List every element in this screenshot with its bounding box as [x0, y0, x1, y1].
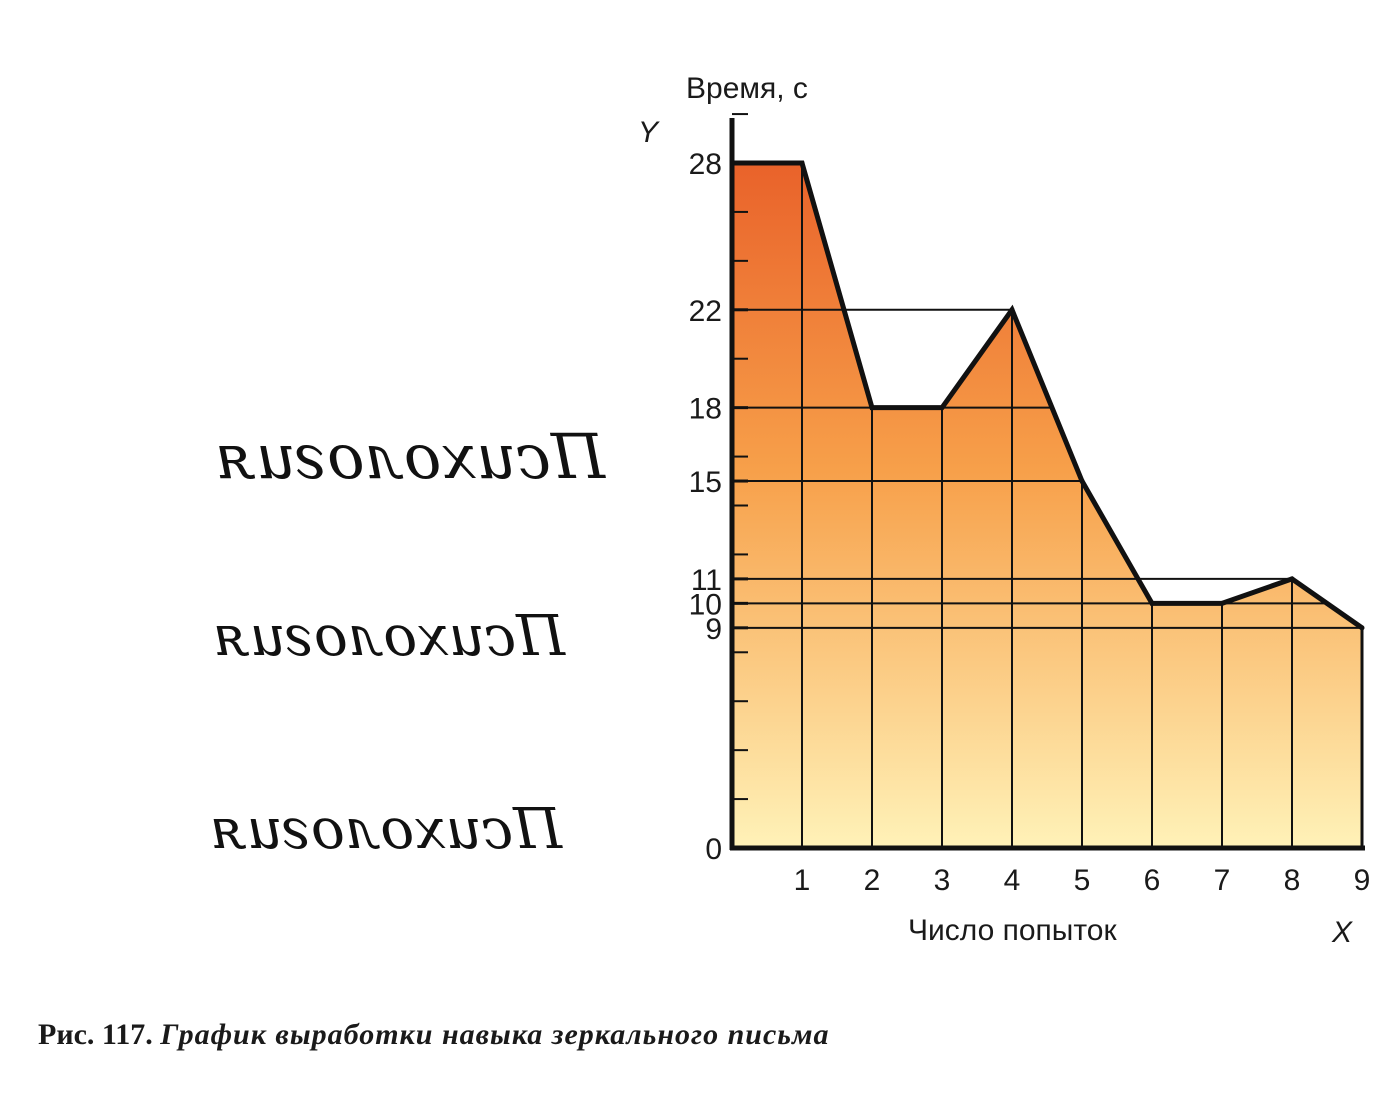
y-tick-label-15: 15: [689, 466, 722, 499]
x-tick-label-3: 3: [934, 864, 951, 897]
series-line: [732, 160, 1364, 630]
x-tick-label-5: 5: [1074, 864, 1091, 897]
data-point-1: [799, 160, 805, 166]
data-point-7: [1219, 600, 1225, 606]
mirror-word-1: Психология: [215, 420, 606, 493]
data-point-8: [1289, 576, 1295, 582]
y-tick-label-0: 0: [705, 833, 722, 866]
area-fill: [732, 163, 1362, 848]
x-tick-label-6: 6: [1144, 864, 1161, 897]
data-point-3: [939, 405, 945, 411]
y-tick-label-11: 11: [691, 564, 722, 597]
y-tick-label-22: 22: [689, 295, 722, 328]
y-tick-label-10: 10: [689, 588, 722, 621]
mirrored-words: Психология Психология Психология: [210, 420, 606, 862]
mirror-word-2: Психология: [213, 604, 566, 669]
caption-number: Рис. 117.: [38, 1018, 153, 1051]
x-axis-letter: X: [1331, 916, 1353, 949]
y-axis-letter: Y: [638, 116, 660, 149]
data-point-2: [869, 405, 875, 411]
x-tick-label-1: 1: [794, 864, 811, 897]
x-axis-title: Число попыток: [908, 914, 1117, 947]
figure-caption: Рис. 117. График выработки навыка зеркал…: [38, 1018, 830, 1052]
x-tick-label-8: 8: [1284, 864, 1301, 897]
x-tick-label-4: 4: [1004, 864, 1021, 897]
y-axis-title: Время, с: [686, 72, 808, 105]
caption-text: График выработки навыка зеркального пись…: [160, 1018, 830, 1051]
y-tick-label-28: 28: [689, 148, 722, 181]
x-tick-label-7: 7: [1214, 864, 1231, 897]
mirror-word-3: Психология: [210, 797, 563, 862]
y-tick-label-18: 18: [689, 393, 722, 426]
data-point-6: [1149, 600, 1155, 606]
x-tick-label-2: 2: [864, 864, 881, 897]
y-tick-label-9: 9: [705, 613, 722, 646]
data-point-4: [1009, 307, 1015, 313]
data-point-5: [1079, 478, 1085, 484]
x-tick-label-9: 9: [1354, 864, 1371, 897]
